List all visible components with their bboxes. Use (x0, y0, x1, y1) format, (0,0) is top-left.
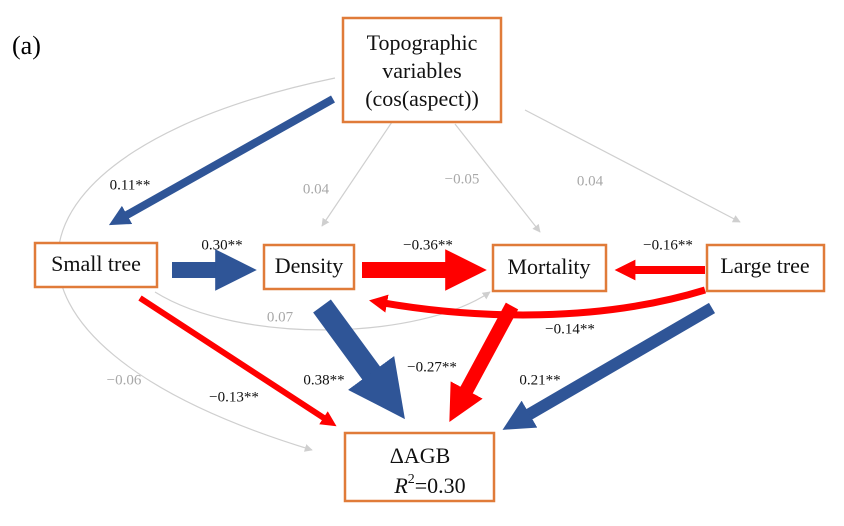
edge-label: 0.38** (303, 372, 344, 388)
node-label: ΔAGB (390, 443, 451, 468)
edge-label: −0.14** (545, 321, 595, 337)
edge-label: −0.06 (107, 372, 142, 388)
edge-label: −0.13** (209, 389, 259, 405)
arrow (454, 123, 541, 233)
edge-label: 0.11** (110, 177, 151, 193)
node: ΔAGB R2=0.30 (343, 431, 496, 503)
r-squared: R2=0.30 (393, 472, 465, 498)
r-symbol: R (393, 473, 408, 498)
edge-label: −0.36** (403, 237, 453, 253)
node-label: Large tree (720, 253, 809, 278)
arrow (502, 302, 716, 430)
edge-label: −0.27** (407, 359, 457, 375)
node: Large tree (705, 243, 826, 293)
r-power: 2 (408, 472, 415, 487)
edge-label: −0.05 (445, 171, 480, 187)
node-label: (cos(aspect)) (365, 86, 479, 111)
edge-label: 0.04 (577, 173, 604, 189)
r-value: =0.30 (415, 473, 466, 498)
node: Density (262, 243, 356, 291)
arrow (524, 109, 741, 223)
edge-labels: 0.11** 0.04 −0.05 0.04 −0.06 0.30** −0.3… (107, 171, 693, 405)
node-label: Small tree (51, 251, 141, 276)
arrow (313, 299, 405, 420)
edge-label: 0.04 (303, 181, 330, 197)
arrow (321, 121, 393, 227)
panel-label: (a) (12, 31, 41, 60)
edge-label: 0.07 (267, 309, 294, 325)
arrow (138, 295, 337, 427)
arrow (108, 95, 335, 226)
node-label: Density (275, 253, 343, 278)
arrow (449, 302, 519, 423)
edge-label: 0.21** (519, 372, 560, 388)
arrow (369, 286, 707, 319)
edge-label: 0.30** (201, 237, 242, 253)
node: Mortality (491, 243, 608, 293)
edge-label: −0.16** (643, 237, 693, 253)
node: Small tree (33, 241, 159, 289)
node-label: variables (382, 58, 461, 83)
node: Topographic variables (cos(aspect)) (341, 16, 503, 124)
node-label: Topographic (367, 30, 478, 55)
arrows-significant (108, 95, 716, 430)
node-label: Mortality (507, 254, 590, 279)
